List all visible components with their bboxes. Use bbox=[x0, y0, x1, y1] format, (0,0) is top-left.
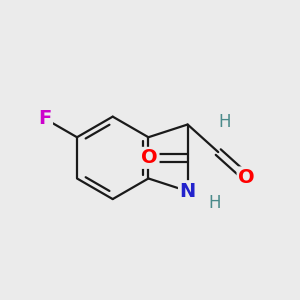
Text: N: N bbox=[179, 182, 196, 201]
Text: H: H bbox=[208, 194, 221, 212]
Text: O: O bbox=[238, 168, 255, 187]
Text: H: H bbox=[218, 113, 231, 131]
Text: F: F bbox=[38, 109, 52, 128]
Text: O: O bbox=[141, 148, 158, 167]
